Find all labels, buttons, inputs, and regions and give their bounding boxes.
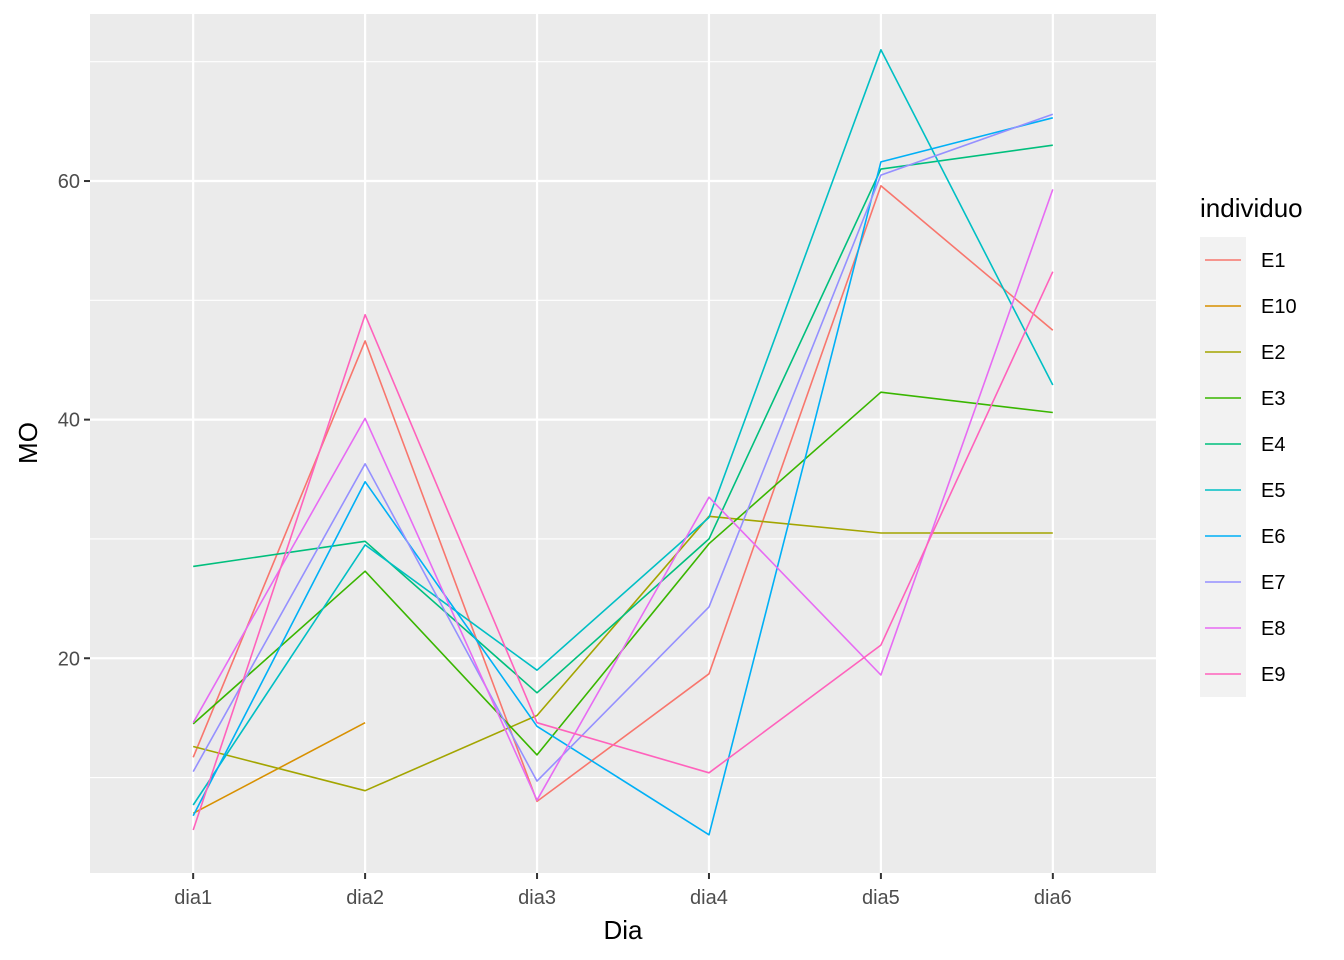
series-line-e1 (192, 185, 1054, 803)
legend-label: E1 (1261, 250, 1285, 272)
legend-label: E6 (1261, 526, 1285, 548)
legend-label: E3 (1261, 388, 1285, 410)
legend-key-background (1200, 237, 1246, 697)
y-axis: 20 40 60 (58, 171, 90, 670)
series-line-e7 (192, 113, 1054, 782)
x-tick-label: dia3 (518, 887, 556, 909)
legend-label: E8 (1261, 618, 1285, 640)
legend-label: E9 (1261, 664, 1285, 686)
x-tick-label: dia4 (690, 887, 728, 909)
legend-title: individuo (1200, 193, 1303, 223)
legend-label: E5 (1261, 480, 1285, 502)
y-tick-label: 40 (58, 410, 80, 432)
x-axis: dia1 dia2 dia3 dia4 dia5 dia6 (174, 873, 1072, 909)
x-tick-label: dia2 (346, 887, 384, 909)
series-lines (192, 48, 1054, 836)
series-line-e8 (192, 189, 1054, 802)
grid-major (90, 14, 1156, 873)
legend-label: E10 (1261, 296, 1297, 318)
legend-label: E7 (1261, 572, 1285, 594)
y-axis-title: MO (13, 422, 43, 464)
series-line-e5 (192, 48, 1054, 806)
grid-minor (90, 61, 1156, 779)
legend: individuo E1 E10 E2 E3 E4 E5 E6 E7 E8 E9 (1200, 193, 1303, 697)
legend-label: E2 (1261, 342, 1285, 364)
x-tick-label: dia6 (1034, 887, 1072, 909)
y-tick-label: 20 (58, 648, 80, 670)
legend-label: E4 (1261, 434, 1285, 456)
panel-background (90, 14, 1156, 873)
y-tick-label: 60 (58, 171, 80, 193)
x-tick-label: dia5 (862, 887, 900, 909)
series-line-e9 (192, 271, 1054, 831)
x-axis-title: Dia (603, 915, 643, 945)
series-line-e6 (192, 117, 1053, 836)
x-tick-label: dia1 (174, 887, 212, 909)
